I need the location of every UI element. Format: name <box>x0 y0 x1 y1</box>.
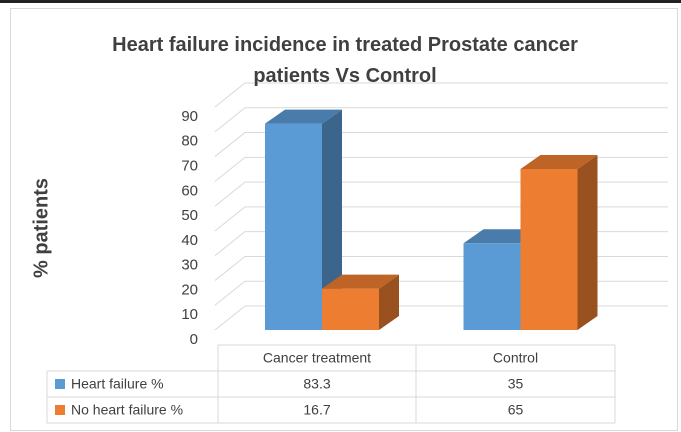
table-value: 83.3 <box>303 376 330 392</box>
top-border <box>0 0 681 3</box>
legend-key <box>55 405 65 415</box>
bar-top <box>322 274 399 289</box>
bar <box>265 109 342 331</box>
x-tick-label: Cancer treatment <box>263 350 371 366</box>
y-tick-label: 80 <box>181 133 198 150</box>
y-tick-label: 30 <box>181 257 198 274</box>
table-value: 16.7 <box>303 402 330 418</box>
table-value: 65 <box>508 402 524 418</box>
bar <box>322 274 399 330</box>
grid-line <box>214 82 668 108</box>
grid-line <box>214 156 668 182</box>
legend-label: No heart failure % <box>71 402 183 418</box>
y-tick-label: 50 <box>181 207 198 224</box>
table-value: 35 <box>508 376 524 392</box>
bar-top <box>520 154 598 169</box>
grid-line <box>214 107 668 133</box>
bar-side <box>322 109 342 331</box>
y-tick-label: 10 <box>181 306 198 323</box>
grid-line <box>214 132 668 157</box>
bar-top <box>265 109 342 124</box>
chart-frame <box>10 8 678 431</box>
legend-key <box>55 379 65 389</box>
bar-side <box>379 274 399 330</box>
bar-front <box>463 243 521 330</box>
y-tick-label: 40 <box>181 232 198 249</box>
y-tick-label: 60 <box>181 182 198 199</box>
legend-label: Heart failure % <box>71 376 164 392</box>
chart-title: Heart failure incidence in treated Prost… <box>112 34 578 87</box>
y-tick-label: 70 <box>181 158 198 175</box>
bar-front <box>322 288 379 330</box>
bar-side <box>577 154 598 330</box>
y-tick-label: 0 <box>190 331 198 348</box>
y-tick-label: 90 <box>181 108 198 125</box>
bar-front <box>520 168 578 330</box>
bar <box>520 154 598 330</box>
y-axis-label: % patients <box>30 178 52 278</box>
x-tick-label: Control <box>493 350 538 366</box>
bar-front <box>265 123 322 331</box>
y-tick-label: 20 <box>181 281 198 298</box>
